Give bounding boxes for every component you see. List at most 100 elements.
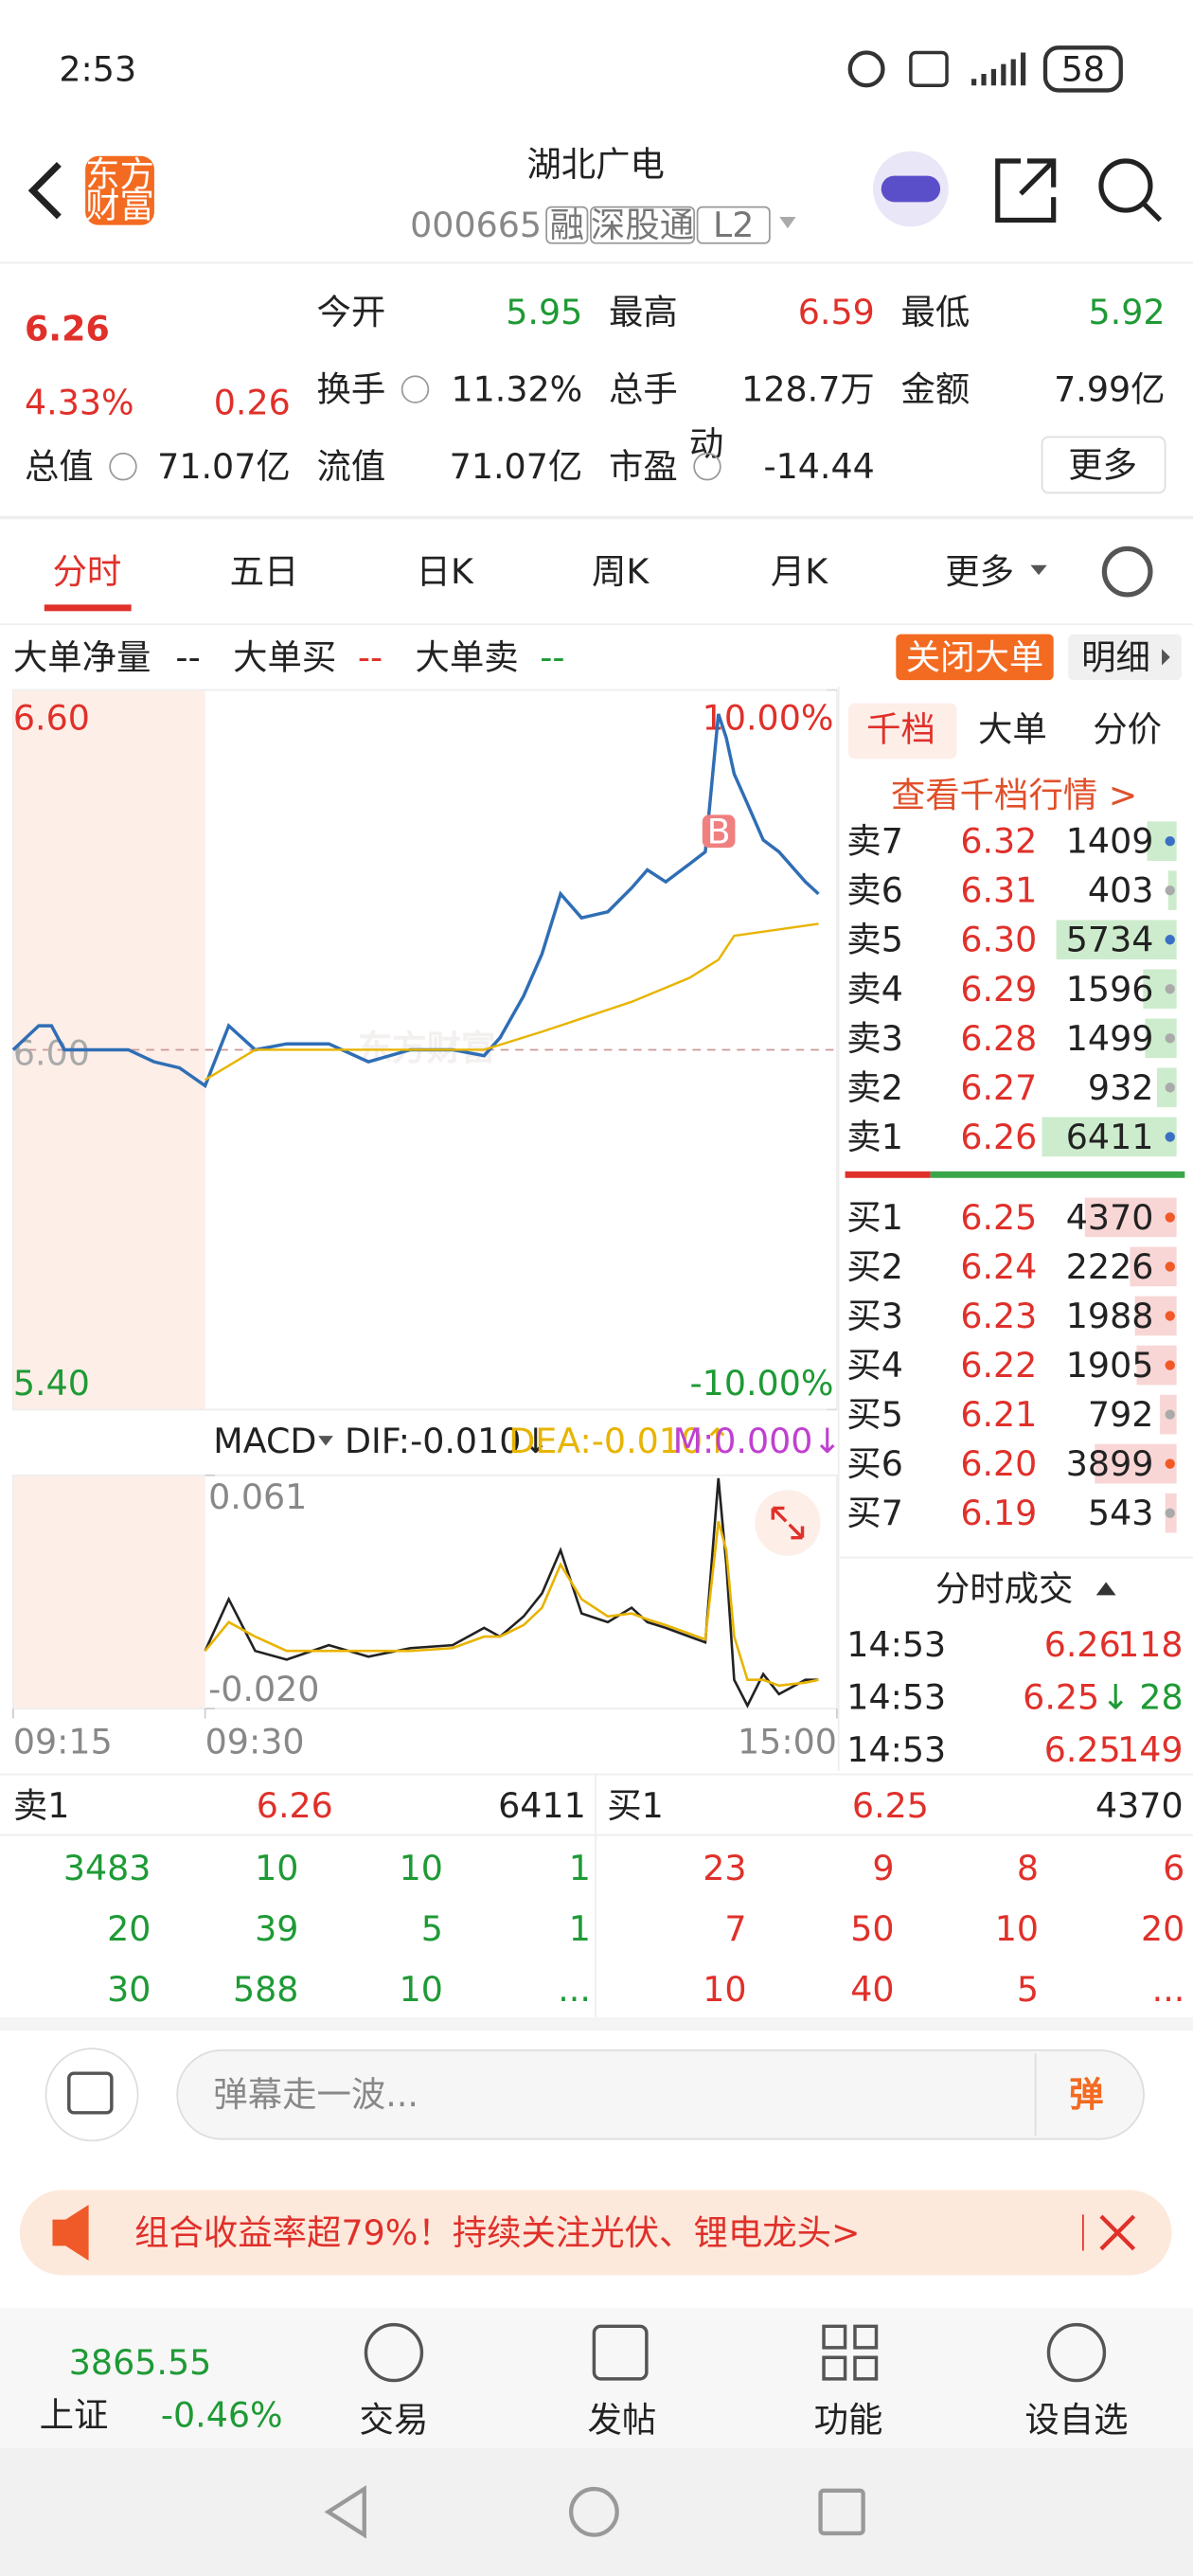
index-name[interactable]: 上证 (40, 2394, 109, 2435)
big-order-value: -- (540, 636, 564, 677)
trade-price: 6.26 (1044, 1624, 1121, 1665)
system-recent[interactable] (818, 2488, 865, 2536)
share-icon[interactable] (995, 158, 1057, 224)
field-value: 6.59 (798, 292, 875, 332)
y-tick-label: 6.60 (13, 698, 90, 739)
comment-placeholder[interactable]: 弹幕走一波... (213, 2074, 418, 2115)
back-button[interactable] (27, 162, 62, 220)
field-label: 最高 (609, 292, 678, 332)
full-depth-link[interactable]: 查看千档行情 > (891, 775, 1137, 815)
chart-tab[interactable]: 分时 (52, 551, 121, 592)
queue-label: 买1 (607, 1785, 664, 1826)
queue-order: 5 (421, 1908, 443, 1949)
pre-market-shade (12, 1475, 205, 1709)
comment-input[interactable] (176, 2049, 1145, 2140)
big-order-value: -- (175, 636, 200, 677)
level-price: 6.28 (960, 1018, 1037, 1059)
tag: 融 (550, 205, 584, 245)
trade-time: 14:53 (846, 1676, 946, 1717)
close-big-order-label[interactable]: 关闭大单 (906, 636, 1044, 677)
more-label[interactable]: 更多 (1068, 444, 1137, 485)
banner-close[interactable] (1099, 2214, 1136, 2251)
app-logo (85, 155, 154, 225)
panel-tab[interactable]: 大单 (978, 709, 1047, 750)
big-order-label: 大单净量 (13, 636, 151, 677)
queue-order: 8 (1017, 1848, 1039, 1888)
level-label: 卖7 (846, 821, 903, 862)
level-label: 卖6 (846, 870, 903, 911)
info-icon (693, 452, 721, 481)
volume-bar (1042, 1117, 1177, 1157)
chart-tab[interactable]: 月K (771, 551, 828, 592)
search-icon[interactable] (1098, 158, 1153, 213)
macd-tick-label: -0.020 (208, 1669, 319, 1709)
volume-bar (1095, 1443, 1177, 1484)
level-volume: 2226 (1066, 1246, 1154, 1287)
expand-button[interactable] (755, 1490, 821, 1556)
level-dot (1165, 1033, 1175, 1044)
tag: L2 (713, 205, 754, 245)
field-value: 7.99亿 (1054, 369, 1165, 410)
battery (1042, 45, 1123, 93)
queue-order: 3483 (63, 1848, 151, 1888)
detail-label[interactable]: 明细 (1081, 636, 1150, 677)
promo-banner[interactable] (19, 2190, 1172, 2276)
average-line (205, 922, 819, 1082)
level-price: 6.30 (960, 920, 1037, 960)
detail-button[interactable] (1068, 634, 1182, 681)
system-back[interactable] (324, 2485, 366, 2539)
panel-tab[interactable]: 千档 (866, 709, 935, 750)
level-volume: 1905 (1066, 1345, 1154, 1386)
close-big-order[interactable] (896, 634, 1054, 681)
queue-order: 40 (850, 1969, 894, 2010)
function-icon (822, 2324, 879, 2381)
field-label: 总手 (609, 369, 678, 410)
level-volume: 932 (1088, 1067, 1153, 1108)
queue-order: 1 (569, 1848, 591, 1888)
more-arrow (1030, 564, 1047, 576)
trade-icon (364, 2322, 424, 2383)
y-tick-label: 5.40 (13, 1363, 90, 1404)
queue-volume: 6411 (498, 1785, 586, 1826)
nav-item[interactable]: 设自选 (1024, 2400, 1128, 2441)
settings-gear[interactable] (1101, 546, 1153, 598)
danmaku-button[interactable]: 弹 (1069, 2074, 1103, 2115)
level-volume: 1596 (1066, 969, 1154, 1010)
chart-tab[interactable]: 更多 (945, 551, 1014, 592)
level-dot (1165, 1212, 1175, 1223)
post-icon (592, 2324, 649, 2381)
danmaku-settings[interactable] (45, 2048, 139, 2142)
queue-order: 10 (255, 1848, 298, 1888)
stock-name: 湖北广电 (526, 144, 665, 185)
queue-order: 20 (107, 1908, 151, 1949)
panel-tab[interactable]: 分价 (1093, 709, 1162, 750)
chart-tab[interactable]: 日K (417, 551, 474, 592)
index-value: 3865.55 (69, 2342, 211, 2383)
level-volume: 5734 (1066, 920, 1154, 960)
level-price: 6.19 (960, 1493, 1037, 1533)
field-label: 换手 (316, 369, 385, 410)
level-price: 6.27 (960, 1067, 1037, 1108)
field-value: 5.95 (506, 292, 582, 332)
chart-tab[interactable]: 周K (592, 551, 650, 592)
more-button[interactable] (1041, 436, 1166, 494)
tag-box (696, 206, 771, 244)
level-volume: 3899 (1066, 1443, 1154, 1484)
field-label: 最低 (900, 292, 970, 332)
search-icon-handle (1142, 202, 1163, 223)
banner-text[interactable]: 组合收益率超79%！持续关注光伏、锂电龙头> (134, 2212, 860, 2253)
chart-tab[interactable]: 五日 (230, 551, 299, 592)
trade-price: 6.25 (1023, 1676, 1099, 1717)
system-home[interactable] (568, 2486, 619, 2537)
nav-item[interactable]: 发帖 (587, 2400, 656, 2441)
level-dot (1165, 1458, 1175, 1469)
nav-item[interactable]: 交易 (360, 2400, 429, 2441)
level-dot (1165, 1132, 1175, 1142)
trade-volume: 118 (1117, 1624, 1183, 1665)
level-dot (1165, 984, 1175, 994)
y2-tick-label: -10.00% (690, 1363, 834, 1404)
nav-item[interactable]: 功能 (814, 2400, 883, 2441)
queue-order: 9 (872, 1848, 894, 1888)
